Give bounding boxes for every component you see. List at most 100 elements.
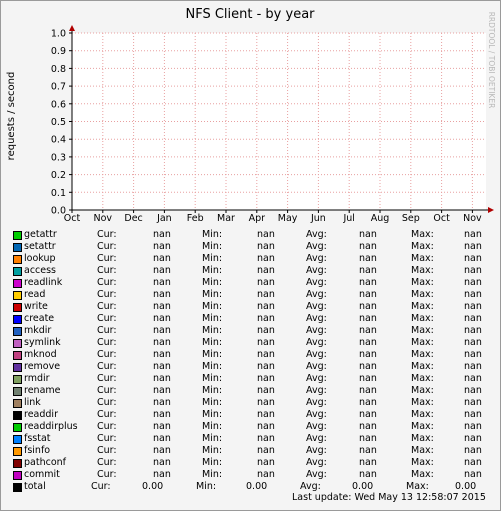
legend-maxv: nan [464,337,482,349]
legend-min: Min: [202,361,223,373]
legend-curv: nan [153,385,171,397]
legend-max: Max: [411,373,434,385]
legend-avg: Avg: [306,337,327,349]
x-tick-label: Nov [463,213,482,224]
legend-swatch [13,315,22,325]
legend-swatch [13,399,22,409]
chart-title: NFS Client - by year [185,7,315,22]
legend-max: Max: [411,289,434,301]
legend-swatch [13,279,22,289]
legend-curv: nan [153,433,171,445]
legend-avgv: nan [359,325,377,337]
legend-avgv: nan [359,361,377,373]
legend-max: Max: [411,301,434,313]
legend-maxv: nan [464,253,482,265]
tick-labels: 0.0 0.1 0.2 0.3 0.4 0.5 0.6 0.7 0.8 0.9 1.0 Oct Nov D… [51,29,482,225]
legend-swatch [13,435,22,445]
legend-curv: nan [153,445,171,457]
legend-curv: nan [153,313,171,325]
legend-avgv: nan [359,409,377,421]
legend-name: link [24,397,41,409]
legend-max: Max: [411,265,434,277]
legend-name: fsstat [24,433,51,445]
legend-avgv: nan [359,253,377,265]
legend-cur: Cur: [97,229,117,240]
legend-maxv: nan [464,421,482,433]
legend-cur: Cur: [97,457,117,469]
legend-minv: nan [257,373,275,385]
legend-minv: nan [257,397,275,409]
legend-name: mknod [24,349,57,361]
legend-minv: nan [257,301,275,313]
legend-minv: nan [257,349,275,361]
legend-minv: nan [257,325,275,337]
legend-min: Min: [202,421,223,433]
legend-avg: Avg: [306,421,327,433]
y-tick-label: 0.7 [51,82,66,93]
legend-swatch [13,231,22,240]
legend-avgv: nan [359,385,377,397]
legend-swatch [13,375,22,385]
legend-minv: nan [257,253,275,265]
x-axis-arrow [488,207,494,213]
legend-swatch [13,291,22,301]
legend-avgv: nan [359,277,377,289]
x-tick-label: Oct [64,213,81,224]
legend-name: read [24,289,46,301]
legend-maxv: nan [464,373,482,385]
legend-name: mkdir [24,325,52,337]
legend-min: Min: [202,349,223,361]
legend-maxv: nan [464,433,482,445]
x-tick-label: Nov [94,213,113,224]
legend-swatch [13,447,22,457]
y-tick-label: 0.8 [51,64,66,75]
legend-avgv: nan [359,397,377,409]
legend-swatch [13,363,22,373]
legend-name: write [24,301,48,313]
legend-maxv: nan [464,325,482,337]
legend-swatch [13,471,22,481]
legend-max: Max: [411,229,434,240]
legend-cur: Cur: [97,313,117,325]
legend-minv: nan [257,433,275,445]
legend-swatch [13,303,22,313]
legend-min: Min: [202,229,223,240]
legend-minv: nan [257,277,275,289]
legend-min: Min: [202,433,223,445]
legend-swatch [13,411,22,421]
axes [69,25,494,213]
legend-maxv: nan [464,361,482,373]
x-tick-label: Jul [342,213,354,224]
legend-cur: Cur: [97,397,117,409]
legend-name: getattr [24,229,57,240]
legend-max: Max: [406,481,429,493]
legend-avgv: nan [359,229,377,240]
legend-curv: 0.00 [142,481,164,493]
legend-name: rmdir [24,373,50,385]
legend-min: Min: [202,265,223,277]
legend-avg: Avg: [306,361,327,373]
legend-min: Min: [202,325,223,337]
legend-max: Max: [411,253,434,265]
legend-curv: nan [153,253,171,265]
y-tick-label: 0.4 [51,135,66,146]
x-tick-label: Apr [249,213,266,224]
legend-minv: nan [257,241,275,253]
legend-avg: Avg: [306,445,327,457]
legend-maxv: nan [464,301,482,313]
legend-min: Min: [202,289,223,301]
legend-swatch [13,255,22,265]
legend-name: symlink [24,337,61,349]
legend-name: rename [24,385,61,397]
x-tick-label: Jan [156,213,172,224]
legend-curv: nan [153,421,171,433]
legend-min: Min: [202,397,223,409]
legend-avgv: nan [359,337,377,349]
legend-maxv: nan [464,397,482,409]
legend-minv: nan [257,421,275,433]
x-tick-label: Feb [187,213,204,224]
legend-maxv: nan [464,241,482,253]
legend-curv: nan [153,325,171,337]
legend-minv: nan [257,457,275,469]
legend-name: readdir [24,409,58,421]
